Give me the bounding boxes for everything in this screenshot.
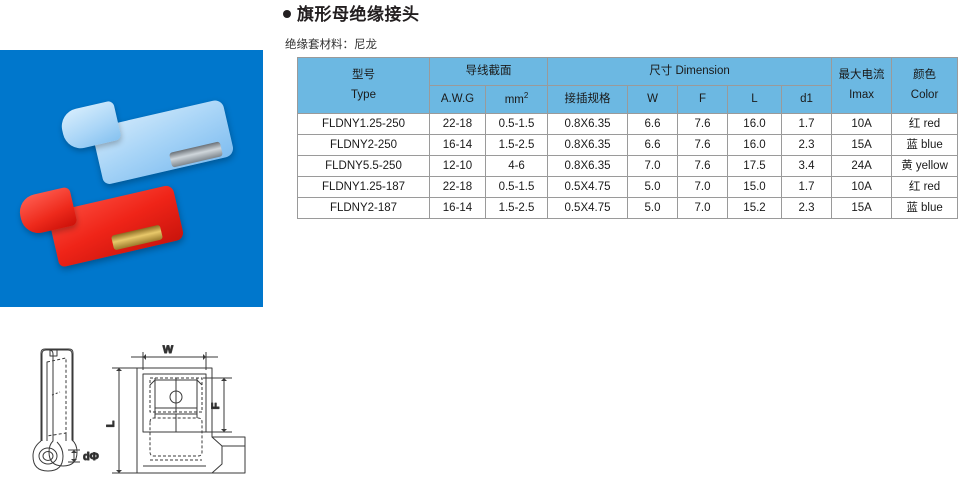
cell-f: 7.0 [677,176,728,198]
cell-l: 16.0 [727,134,782,156]
label-l: L [105,420,117,427]
cell-tab_size: 0.8X6.35 [547,113,628,135]
header-mm2: mm2 [485,85,548,114]
header-tab-size: 接插规格 [547,85,628,114]
header-color-en: Color [910,89,939,101]
cell-imax: 15A [831,134,893,156]
cell-w: 5.0 [627,197,678,219]
w-dimension [131,352,218,370]
cell-color: 蓝 blue [891,197,959,219]
table-row: FLDNY1.25-250 22-18 0.5-1.5 0.8X6.35 6.6 7.6 1… [297,113,959,135]
table-row: FLDNY1.25-187 22-18 0.5-1.5 0.5X4.75 5.0 7.0 1… [297,176,959,198]
cell-f: 7.6 [677,113,728,135]
cell-d1: 3.4 [780,155,833,177]
cell-mm2: 1.5-2.5 [485,134,548,156]
cell-l: 15.2 [727,197,782,219]
cell-imax: 24A [831,155,893,177]
header-dimension: 尺寸 Dimension [546,57,833,86]
cell-w: 7.0 [627,155,678,177]
technical-drawing: dΦ [0,340,280,480]
header-type-cn: 型号 [352,69,375,82]
cell-tab_size: 0.8X6.35 [547,134,628,156]
cell-mm2: 1.5-2.5 [485,197,548,219]
cell-type: FLDNY1.25-187 [297,176,430,198]
cell-type: FLDNY1.25-250 [297,113,430,135]
cell-color: 黄 yellow [891,155,959,177]
cell-w: 6.6 [627,113,678,135]
cell-imax: 10A [831,113,893,135]
cell-color: 红 red [891,176,959,198]
specification-table: 型号 Type 导线截面 尺寸 Dimension 最大电流 Imax 颜色 C… [297,57,959,219]
header-imax-cn: 最大电流 [838,69,885,82]
cell-d1: 1.7 [780,176,833,198]
cell-tab_size: 0.5X4.75 [547,176,628,198]
cell-type: FLDNY2-187 [297,197,430,219]
cell-mm2: 4-6 [485,155,548,177]
cell-d1: 2.3 [780,197,833,219]
cell-imax: 10A [831,176,893,198]
cell-color: 蓝 blue [891,134,959,156]
header-row-1: 型号 Type 导线截面 尺寸 Dimension 最大电流 Imax 颜色 C… [297,57,959,114]
cell-awg: 22-18 [429,176,486,198]
header-mm2-sup: 2 [523,91,529,101]
cell-imax: 15A [831,197,893,219]
label-f: F [210,402,222,409]
cell-d1: 1.7 [780,113,833,135]
label-d-phi: dΦ [83,451,99,463]
cell-d1: 2.3 [780,134,833,156]
cell-l: 17.5 [727,155,782,177]
header-l: L [727,85,782,114]
header-imax-en: Imax [849,89,874,101]
cell-mm2: 0.5-1.5 [485,176,548,198]
l-dimension [112,367,139,474]
cell-type: FLDNY5.5-250 [297,155,430,177]
f-dimension [203,377,232,433]
header-f: F [677,85,728,114]
cell-color: 红 red [891,113,959,135]
page-title: 旗形母绝缘接头 [283,4,420,26]
product-photo [0,50,263,307]
header-type: 型号 Type [297,57,430,114]
table-header: 型号 Type 导线截面 尺寸 Dimension 最大电流 Imax 颜色 C… [297,57,959,114]
cell-f: 7.6 [677,134,728,156]
bullet-icon [283,10,291,18]
table-body: FLDNY1.25-250 22-18 0.5-1.5 0.8X6.35 6.6 7.6 1… [297,113,959,219]
page-title-text: 旗形母绝缘接头 [297,5,420,24]
label-w: W [163,344,174,356]
header-awg: A.W.G [429,85,486,114]
cell-awg: 16-14 [429,134,486,156]
header-d1: d1 [780,85,833,114]
header-imax: 最大电流 Imax [831,57,893,114]
cell-tab_size: 0.5X4.75 [547,197,628,219]
header-type-en: Type [351,89,376,101]
cell-mm2: 0.5-1.5 [485,113,548,135]
side-view [32,348,78,472]
table-row: FLDNY2-187 16-14 1.5-2.5 0.5X4.75 5.0 7.0 15.2… [297,197,959,219]
header-w: W [627,85,678,114]
technical-drawing-svg: dΦ [32,344,246,474]
table-row: FLDNY5.5-250 12-10 4-6 0.8X6.35 7.0 7.6 17.5 3.… [297,155,959,177]
cell-awg: 22-18 [429,113,486,135]
header-color-cn: 颜色 [913,69,937,82]
cell-f: 7.6 [677,155,728,177]
cell-f: 7.0 [677,197,728,219]
header-color: 颜色 Color [891,57,959,114]
material-subtitle: 绝缘套材料：尼龙 [285,39,377,51]
header-wire-section: 导线截面 [429,57,548,86]
table-row: FLDNY2-250 16-14 1.5-2.5 0.8X6.35 6.6 7.6 16.0… [297,134,959,156]
cell-l: 16.0 [727,113,782,135]
cell-w: 6.6 [627,134,678,156]
title-block: 旗形母绝缘接头 [283,4,420,26]
header-mm2-text: mm [504,94,524,107]
d-phi-dimension [68,449,80,463]
cell-w: 5.0 [627,176,678,198]
cell-awg: 16-14 [429,197,486,219]
cell-type: FLDNY2-250 [297,134,430,156]
front-view [136,367,246,474]
cell-tab_size: 0.8X6.35 [547,155,628,177]
cell-l: 15.0 [727,176,782,198]
cell-awg: 12-10 [429,155,486,177]
